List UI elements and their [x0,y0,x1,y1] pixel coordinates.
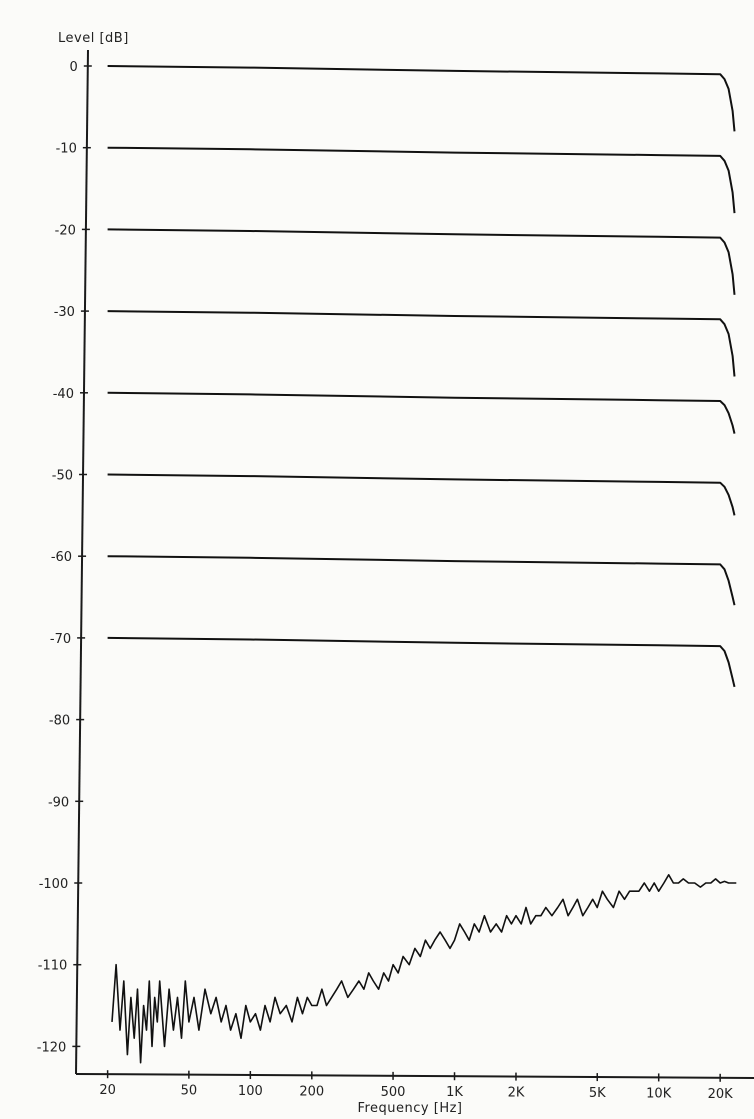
x-axis-line [75,1073,754,1079]
y-tick-label: -100 [39,877,69,892]
y-tick-label: -80 [49,714,70,729]
series-line [107,473,736,516]
y-tick-label: -20 [55,223,76,238]
x-axis-title: Frequency [Hz] [357,1101,462,1116]
y-tick-label: -70 [50,632,71,647]
x-tick-label: 20 [99,1083,116,1098]
series-line [107,555,736,606]
y-axis-title: Level [dB] [58,31,129,46]
series-line [107,310,736,377]
series-line [107,65,736,132]
x-tick-label: 20K [708,1087,734,1102]
y-axis-line [75,49,89,1075]
x-tick-label: 200 [299,1084,324,1099]
y-tick-label: -120 [37,1040,67,1055]
ticks: 0 -10 -20 -30 -40 -50 -60 -70 -80 -90 -100 -110 -120… [37,60,733,1102]
x-tick-label: 100 [238,1084,263,1099]
x-tick-label: 1K [446,1085,463,1100]
x-tick-label: 500 [381,1085,406,1100]
x-tick-label: 2K [508,1086,525,1101]
y-tick-label: -110 [38,959,68,974]
y-tick-label: -10 [56,142,77,157]
series-line [107,636,736,688]
x-tick-label: 10K [646,1086,672,1101]
y-tick-label: -30 [54,305,75,320]
series-line [107,228,736,295]
series [107,65,737,1064]
y-tick-label: -50 [52,469,73,484]
x-tick-label: 50 [181,1084,198,1099]
y-tick-label: -90 [48,795,69,810]
y-tick-label: -40 [53,387,74,402]
series-line [107,146,736,214]
series-line [107,391,736,434]
y-tick-label: -60 [51,550,72,565]
x-tick-label: 5K [589,1086,606,1101]
y-tick-label: 0 [70,60,78,75]
noise-floor-line [111,873,737,1064]
